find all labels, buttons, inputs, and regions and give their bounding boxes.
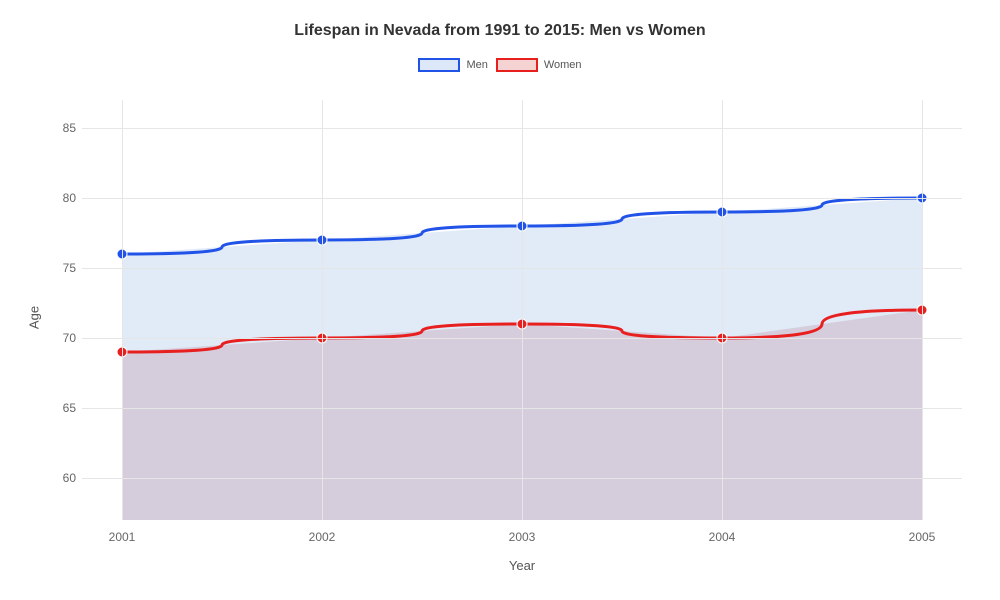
legend: Men Women — [0, 58, 1000, 72]
grid-h — [82, 198, 962, 199]
y-axis-title: Age — [27, 306, 42, 329]
x-tick-label: 2003 — [509, 530, 536, 544]
plot-area: 20012002200320042005606570758085 — [82, 100, 962, 520]
x-tick-label: 2001 — [109, 530, 136, 544]
grid-v — [722, 100, 723, 520]
y-tick-label: 80 — [52, 191, 76, 205]
legend-label-women: Women — [544, 59, 582, 71]
x-axis-title: Year — [509, 558, 535, 573]
chart-title: Lifespan in Nevada from 1991 to 2015: Me… — [0, 0, 1000, 40]
legend-swatch-women — [496, 58, 538, 72]
legend-label-men: Men — [466, 59, 487, 71]
grid-v — [922, 100, 923, 520]
legend-item-men[interactable]: Men — [418, 58, 487, 72]
grid-v — [522, 100, 523, 520]
grid-h — [82, 408, 962, 409]
x-tick-label: 2004 — [709, 530, 736, 544]
grid-v — [322, 100, 323, 520]
grid-h — [82, 268, 962, 269]
y-tick-label: 65 — [52, 401, 76, 415]
grid-h — [82, 128, 962, 129]
y-tick-label: 70 — [52, 331, 76, 345]
y-tick-label: 75 — [52, 261, 76, 275]
grid-h — [82, 338, 962, 339]
y-tick-label: 60 — [52, 471, 76, 485]
legend-swatch-men — [418, 58, 460, 72]
grid-h — [82, 478, 962, 479]
chart-container: Lifespan in Nevada from 1991 to 2015: Me… — [0, 0, 1000, 600]
y-tick-label: 85 — [52, 121, 76, 135]
x-tick-label: 2005 — [909, 530, 936, 544]
legend-item-women[interactable]: Women — [496, 58, 582, 72]
x-tick-label: 2002 — [309, 530, 336, 544]
grid-v — [122, 100, 123, 520]
